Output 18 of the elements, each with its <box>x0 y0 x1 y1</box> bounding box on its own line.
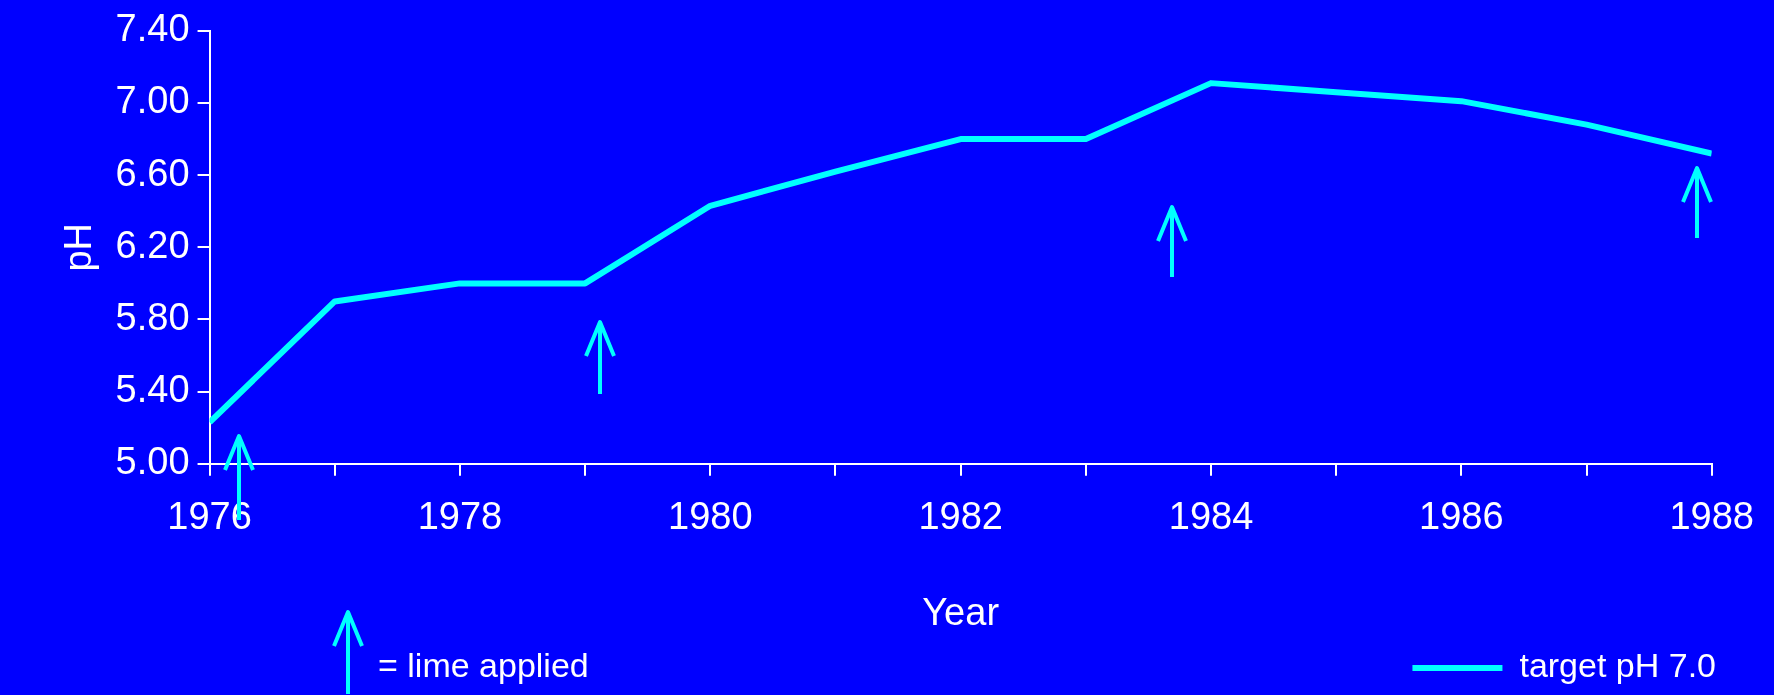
y-tick-label: 5.80 <box>115 295 190 338</box>
x-tick-label: 1986 <box>1419 495 1504 538</box>
x-tick-label: 1988 <box>1669 495 1755 538</box>
x-axis-title: Year <box>922 590 1000 633</box>
y-tick-label: 7.00 <box>115 79 190 122</box>
x-tick-label: 1976 <box>167 495 252 538</box>
legend-label: target pH 7.0 <box>1519 646 1716 685</box>
y-tick-label: 6.60 <box>115 151 190 194</box>
y-tick-label: 6.20 <box>115 223 190 266</box>
x-tick-label: 1982 <box>918 495 1003 538</box>
y-tick-label: 5.00 <box>115 440 190 483</box>
y-tick-label: 5.40 <box>115 368 190 411</box>
x-tick-label: 1978 <box>417 495 503 538</box>
y-tick-label: 7.40 <box>115 7 190 50</box>
x-tick-label: 1980 <box>668 495 753 538</box>
y-axis-title: pH <box>57 223 100 272</box>
x-tick-label: 1984 <box>1168 495 1254 538</box>
text: = lime applied <box>378 646 589 685</box>
